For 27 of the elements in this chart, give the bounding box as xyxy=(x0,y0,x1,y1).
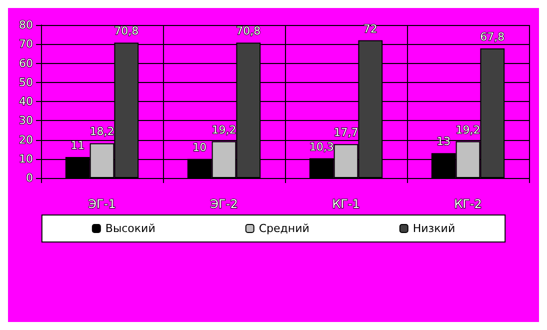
y-tick-label: 50 xyxy=(19,76,33,89)
y-tick-label: 40 xyxy=(19,95,33,108)
x-tick-label: ЭГ-2 xyxy=(210,197,238,211)
legend-label: Средний xyxy=(258,222,310,235)
data-label: 10,3 xyxy=(309,140,334,154)
y-tick-label: 80 xyxy=(19,18,33,32)
data-label: 67,8 xyxy=(480,30,505,44)
legend-label: Высокий xyxy=(105,222,156,235)
legend-label: Низкий xyxy=(412,222,456,235)
y-tick-label: 60 xyxy=(19,56,33,70)
data-label: 70,8 xyxy=(114,24,139,38)
y-tick-label: 0 xyxy=(26,172,33,184)
y-tick-label: 30 xyxy=(19,114,33,128)
data-label: 17,7 xyxy=(334,126,358,140)
y-tick-label: 20 xyxy=(19,133,33,146)
data-label: 70,8 xyxy=(236,24,261,38)
data-label: 18,2 xyxy=(90,125,114,138)
y-tick-label: 10 xyxy=(19,152,33,166)
x-tick-label: ЭГ-1 xyxy=(88,197,116,211)
x-tick-label: КГ-1 xyxy=(332,197,360,211)
data-label: 19,2 xyxy=(212,123,236,136)
y-tick-label: 70 xyxy=(19,38,33,51)
data-label: 10 xyxy=(192,140,207,154)
data-label: 11 xyxy=(70,138,85,152)
x-tick-label: КГ-2 xyxy=(454,197,482,211)
data-label: 72 xyxy=(363,22,378,36)
data-label: 19,2 xyxy=(456,123,480,136)
